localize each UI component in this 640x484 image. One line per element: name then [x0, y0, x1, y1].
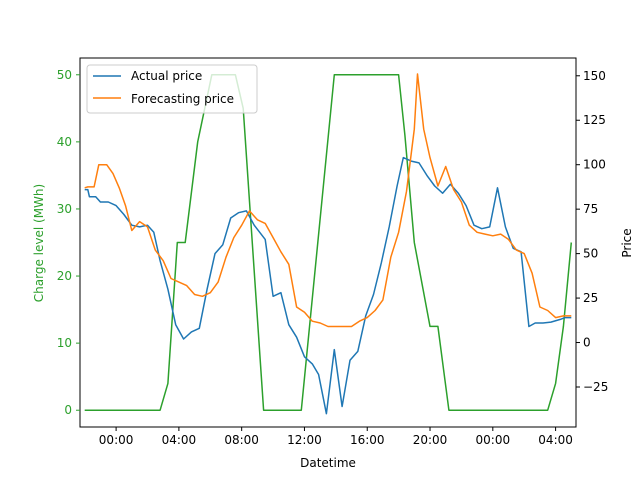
x-tick-label: 08:00: [224, 433, 259, 447]
y-left-tick-label: 20: [57, 269, 72, 283]
series-line-forecasting-price: [84, 73, 572, 328]
y-left-tick-label: 40: [57, 135, 72, 149]
y-right-tick-label: 50: [583, 247, 598, 261]
y-right-tick-label: 150: [583, 69, 606, 83]
y-right-tick-label: 25: [583, 291, 598, 305]
y-right-axis-label: Price: [620, 228, 634, 257]
x-axis-label: Datetime: [300, 456, 356, 470]
legend-label-forecast: Forecasting price: [131, 92, 234, 106]
y-right-tick-label: 75: [583, 202, 598, 216]
x-tick-label: 16:00: [350, 433, 385, 447]
y-left-axis-label: Charge level (MWh): [32, 184, 46, 302]
plot-lines: [84, 73, 573, 415]
series-line-charge-level: [84, 74, 573, 411]
plot-frame: [79, 57, 577, 428]
y-right-tick-label: 125: [583, 113, 606, 127]
x-tick-label: 12:00: [287, 433, 322, 447]
y-right-axis-ticks: −25 0 25 50 75 100 125 150: [576, 69, 608, 394]
legend-label-actual: Actual price: [131, 69, 202, 83]
y-left-tick-label: 30: [57, 202, 72, 216]
y-right-tick-label: −25: [583, 380, 608, 394]
x-tick-label: 04:00: [162, 433, 197, 447]
y-right-tick-label: 0: [583, 336, 591, 350]
y-left-tick-label: 10: [57, 336, 72, 350]
x-tick-label: 00:00: [99, 433, 134, 447]
legend: Actual price Forecasting price: [86, 64, 258, 114]
series-line-actual-price: [84, 156, 572, 415]
y-right-tick-label: 100: [583, 158, 606, 172]
y-left-tick-label: 50: [57, 68, 72, 82]
x-tick-label: 00:00: [476, 433, 511, 447]
plot-axes: [79, 57, 577, 428]
y-left-tick-label: 0: [64, 403, 72, 417]
x-tick-label: 20:00: [413, 433, 448, 447]
x-axis-ticks: 00:00 04:00 08:00 12:00 16:00 20:00 00:00 04:00: [99, 427, 573, 447]
y-left-axis-ticks: 0 10 20 30 40 50: [57, 68, 80, 417]
legend-box: [86, 64, 258, 114]
x-tick-label: 04:00: [538, 433, 573, 447]
